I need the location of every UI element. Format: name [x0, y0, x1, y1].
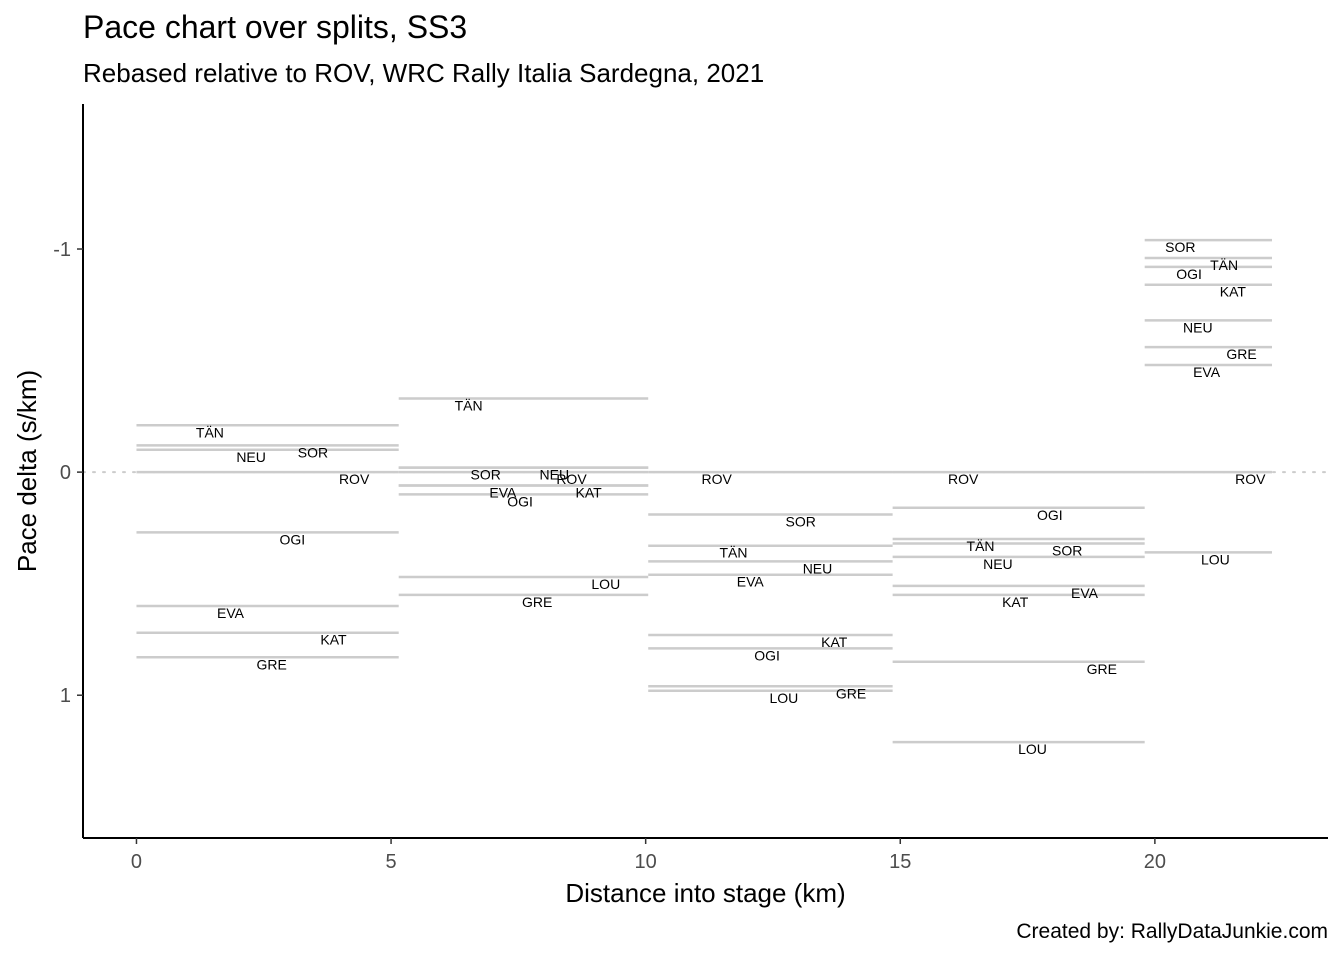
x-tick-label-10: 10	[635, 851, 657, 873]
x-tick-label-0: 0	[131, 851, 142, 873]
split-label-4-kat: KAT	[1002, 594, 1029, 610]
split-label-5-neu: NEU	[1183, 319, 1213, 335]
split-label-3-lou: LOU	[769, 690, 798, 706]
x-axis-title: Distance into stage (km)	[565, 878, 845, 908]
split-label-4-gre: GRE	[1087, 661, 1117, 677]
split-label-2-neu: NEU	[540, 467, 570, 483]
chart-title: Pace chart over splits, SS3	[83, 9, 468, 45]
chart-caption: Created by: RallyDataJunkie.com	[1016, 920, 1328, 943]
split-label-3-rov: ROV	[701, 471, 732, 487]
split-label-5-rov: ROV	[1235, 471, 1266, 487]
split-label-3-kat: KAT	[821, 634, 848, 650]
split-label-5-eva: EVA	[1193, 364, 1221, 380]
y-axis-title: Pace delta (s/km)	[12, 370, 42, 572]
split-label-2-lou: LOU	[591, 576, 620, 592]
split-label-4-tän: TÄN	[967, 538, 995, 554]
split-label-5-tän: TÄN	[1210, 257, 1238, 273]
split-label-2-tän: TÄN	[455, 397, 483, 413]
split-label-5-gre: GRE	[1226, 346, 1256, 362]
split-label-2-ogi: OGI	[507, 493, 533, 509]
split-label-3-ogi: OGI	[754, 647, 780, 663]
split-label-5-ogi: OGI	[1176, 266, 1202, 282]
y-tick-label--1: -1	[53, 239, 71, 261]
split-label-5-kat: KAT	[1220, 284, 1247, 300]
split-label-2-sor: SOR	[471, 467, 501, 483]
split-label-1-rov: ROV	[339, 471, 370, 487]
split-label-3-neu: NEU	[803, 560, 833, 576]
split-label-1-eva: EVA	[217, 605, 245, 621]
split-label-1-neu: NEU	[236, 449, 266, 465]
y-tick-label-1: 1	[60, 685, 71, 707]
split-label-1-sor: SOR	[298, 444, 328, 460]
chart-subtitle: Rebased relative to ROV, WRC Rally Itali…	[83, 58, 765, 88]
y-tick-label-0: 0	[60, 462, 71, 484]
split-label-4-lou: LOU	[1018, 741, 1047, 757]
split-label-4-eva: EVA	[1071, 585, 1099, 601]
split-lines-layer	[136, 238, 1272, 744]
split-label-4-ogi: OGI	[1037, 507, 1063, 523]
x-tick-label-5: 5	[386, 851, 397, 873]
split-label-4-neu: NEU	[983, 556, 1013, 572]
split-label-3-tän: TÄN	[719, 545, 747, 561]
split-label-3-sor: SOR	[785, 514, 815, 530]
x-tick-label-15: 15	[889, 851, 911, 873]
split-label-1-ogi: OGI	[279, 531, 305, 547]
split-label-2-eva: EVA	[489, 485, 517, 501]
split-label-2-kat: KAT	[576, 485, 603, 501]
axes-layer: 0 5 10 15 20 -1 0 1	[53, 104, 1328, 873]
split-label-2-gre: GRE	[522, 594, 552, 610]
split-label-1-gre: GRE	[257, 656, 287, 672]
split-label-3-eva: EVA	[737, 574, 765, 590]
split-label-1-kat: KAT	[320, 632, 347, 648]
split-label-4-rov: ROV	[948, 471, 979, 487]
split-label-1-tän: TÄN	[196, 424, 224, 440]
split-label-4-sor: SOR	[1052, 543, 1082, 559]
split-label-5-lou: LOU	[1201, 551, 1230, 567]
split-label-3-gre: GRE	[836, 685, 866, 701]
x-tick-label-20: 20	[1144, 851, 1166, 873]
split-label-5-sor: SOR	[1165, 239, 1195, 255]
split-label-2-rov: ROV	[556, 471, 587, 487]
